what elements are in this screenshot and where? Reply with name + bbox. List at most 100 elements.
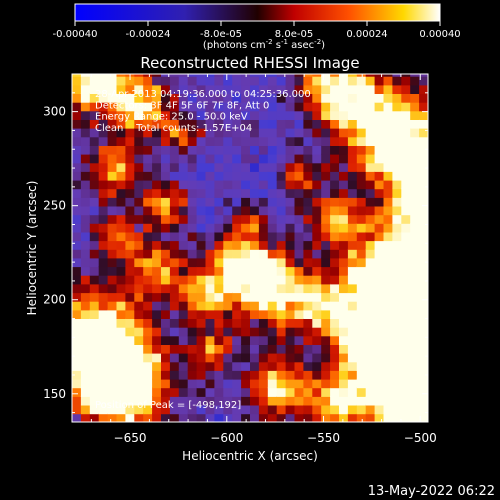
heatmap-cell <box>125 153 135 164</box>
heatmap-cell <box>392 75 402 86</box>
heatmap-cell <box>321 145 331 155</box>
heatmap-cell <box>72 300 82 311</box>
heatmap-cell <box>401 171 411 181</box>
heatmap-cell <box>134 162 144 172</box>
heatmap-cell <box>258 162 269 172</box>
heatmap-cell <box>392 309 402 319</box>
heatmap-cell <box>365 153 376 164</box>
heatmap-cell <box>169 361 180 371</box>
heatmap-cell <box>267 396 278 406</box>
heatmap-cell <box>392 318 402 328</box>
heatmap-cell <box>383 378 393 389</box>
heatmap-cell <box>214 240 224 250</box>
heatmap-cell <box>419 257 428 268</box>
x-tick-label: −650 <box>114 431 147 445</box>
heatmap-cell <box>152 300 162 311</box>
heatmap-cell <box>285 162 296 172</box>
heatmap-cell <box>232 101 242 112</box>
heatmap-cell <box>276 197 287 207</box>
heatmap-cell <box>134 231 144 242</box>
heatmap-cell <box>374 370 385 380</box>
heatmap-cell <box>365 197 376 207</box>
heatmap-cell <box>241 378 251 389</box>
heatmap-cell <box>196 127 207 138</box>
heatmap-cell <box>72 396 82 406</box>
heatmap-cell <box>143 179 153 190</box>
heatmap-cell <box>392 214 402 224</box>
heatmap-cell <box>285 413 296 422</box>
heatmap-cell <box>419 153 428 164</box>
heatmap-cell <box>356 387 367 397</box>
heatmap-cell <box>152 188 162 198</box>
heatmap-cell <box>267 119 278 129</box>
heatmap-cell <box>285 231 296 242</box>
heatmap-cell <box>312 153 322 164</box>
heatmap-cell <box>107 162 118 172</box>
heatmap-cell <box>232 335 242 345</box>
heatmap-cell <box>250 188 260 198</box>
heatmap-cell <box>223 292 233 302</box>
heatmap-cell <box>321 292 331 302</box>
heatmap-cell <box>294 214 304 224</box>
heatmap-cell <box>169 344 180 354</box>
heatmap-cell <box>161 231 171 242</box>
heatmap-cell <box>321 231 331 242</box>
heatmap-cell <box>241 266 251 276</box>
heatmap-cell <box>276 283 287 294</box>
heatmap-cell <box>161 266 171 276</box>
heatmap-cell <box>330 74 340 77</box>
heatmap-cell <box>169 136 180 146</box>
heatmap-cell <box>232 387 242 397</box>
heatmap-cell <box>347 179 358 190</box>
heatmap-cell <box>116 300 126 311</box>
heatmap-cell <box>294 335 304 345</box>
heatmap-cell <box>143 266 153 276</box>
heatmap-cell <box>303 136 313 146</box>
heatmap-cell <box>312 101 322 112</box>
heatmap-cell <box>205 101 215 112</box>
heatmap-cell <box>107 352 118 363</box>
heatmap-cell <box>374 231 385 242</box>
heatmap-cell <box>116 231 126 242</box>
heatmap-cell <box>89 75 100 86</box>
heatmap-cell <box>250 153 260 164</box>
heatmap-cell <box>125 205 135 216</box>
heatmap-cell <box>392 370 402 380</box>
heatmap-cell <box>401 214 411 224</box>
heatmap-cell <box>72 136 82 146</box>
heatmap-cell <box>250 283 260 294</box>
heatmap-cell <box>232 127 242 138</box>
heatmap-cell <box>143 214 153 224</box>
heatmap-cell <box>294 300 304 311</box>
heatmap-cell <box>107 413 118 422</box>
heatmap-cell <box>339 344 349 354</box>
heatmap-cell <box>178 326 189 337</box>
heatmap-cell <box>134 248 144 259</box>
heatmap-cell <box>134 153 144 164</box>
heatmap-cell <box>223 179 233 190</box>
heatmap-cell <box>107 404 118 415</box>
heatmap-cell <box>258 370 269 380</box>
heatmap-cell <box>365 188 376 198</box>
heatmap-cell <box>294 248 304 259</box>
heatmap-cell <box>258 361 269 371</box>
heatmap-cell <box>276 127 287 138</box>
heatmap-cell <box>214 292 224 302</box>
heatmap-cell <box>178 404 189 415</box>
heatmap-cell <box>401 153 411 164</box>
heatmap-cell <box>347 352 358 363</box>
heatmap-cell <box>356 292 367 302</box>
heatmap-cell <box>178 361 189 371</box>
heatmap-cell <box>330 283 340 294</box>
heatmap-cell <box>383 214 393 224</box>
heatmap-cell <box>134 240 144 250</box>
heatmap-cell <box>241 110 251 120</box>
heatmap-cell <box>98 93 109 103</box>
heatmap-cell <box>241 413 251 422</box>
heatmap-cell <box>321 257 331 268</box>
heatmap-cell <box>187 396 198 406</box>
y-axis-label: Heliocentric Y (arcsec) <box>25 181 39 316</box>
heatmap-cell <box>152 404 162 415</box>
